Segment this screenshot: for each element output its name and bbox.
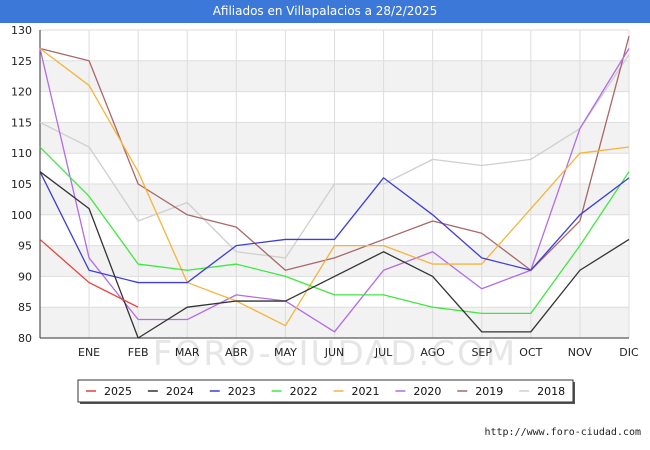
legend-label-2022: 2022 [290,385,318,398]
x-tick-label: OCT [519,346,542,359]
x-tick-label: ENE [78,346,100,359]
legend-label-2020: 2020 [413,385,441,398]
x-axis-ticks: ENE FEB MAR ABR MAY JUN JUL AGO SEP OCT NOV DIC [78,346,639,359]
legend-label-2019: 2019 [475,385,503,398]
x-tick-label: AGO [420,346,445,359]
x-tick-label: MAR [175,346,200,359]
x-tick-label: SEP [471,346,492,359]
y-tick-label: 125 [11,55,32,68]
y-tick-label: 100 [11,209,32,222]
series-lines [39,35,630,339]
source-url: http://www.foro-ciudad.com [484,427,641,438]
x-tick-label: NOV [568,346,593,359]
legend-label-2018: 2018 [537,385,565,398]
y-tick-label: 95 [18,240,32,253]
y-tick-label: 130 [11,24,32,37]
y-tick-label: 115 [11,116,32,129]
series-line-2024 [39,171,630,339]
series-line-2021 [39,47,630,327]
legend: 2025 2024 2023 2022 2021 2020 2019 2018 [77,379,575,404]
legend-label-2024: 2024 [166,385,194,398]
y-tick-label: 110 [11,147,32,160]
legend-label-2023: 2023 [228,385,256,398]
series-line-2018 [39,54,630,259]
legend-box [77,379,574,403]
y-axis-ticks: 80 85 90 95 100 105 110 115 120 125 130 [11,24,32,345]
y-tick-label: 85 [18,301,32,314]
x-tick-label: ABR [225,346,248,359]
legend-label-2025: 2025 [104,385,132,398]
series-line-2023 [39,171,630,284]
x-tick-label: DIC [619,346,639,359]
x-tick-label: JUL [374,346,393,359]
chart-title: Afiliados en Villapalacios a 28/2/2025 [0,0,650,23]
x-tick-label: FEB [128,346,149,359]
x-tick-label: JUN [324,346,345,359]
watermark: FORO-CIUDAD.COM [153,334,517,374]
series-line-2025 [39,238,139,308]
series-line-2022 [39,146,630,315]
y-tick-label: 80 [18,332,32,345]
legend-label-2021: 2021 [352,385,380,398]
x-tick-label: MAY [274,346,297,359]
y-tick-label: 120 [11,86,32,99]
y-tick-label: 90 [18,270,32,283]
y-tick-label: 105 [11,178,32,191]
